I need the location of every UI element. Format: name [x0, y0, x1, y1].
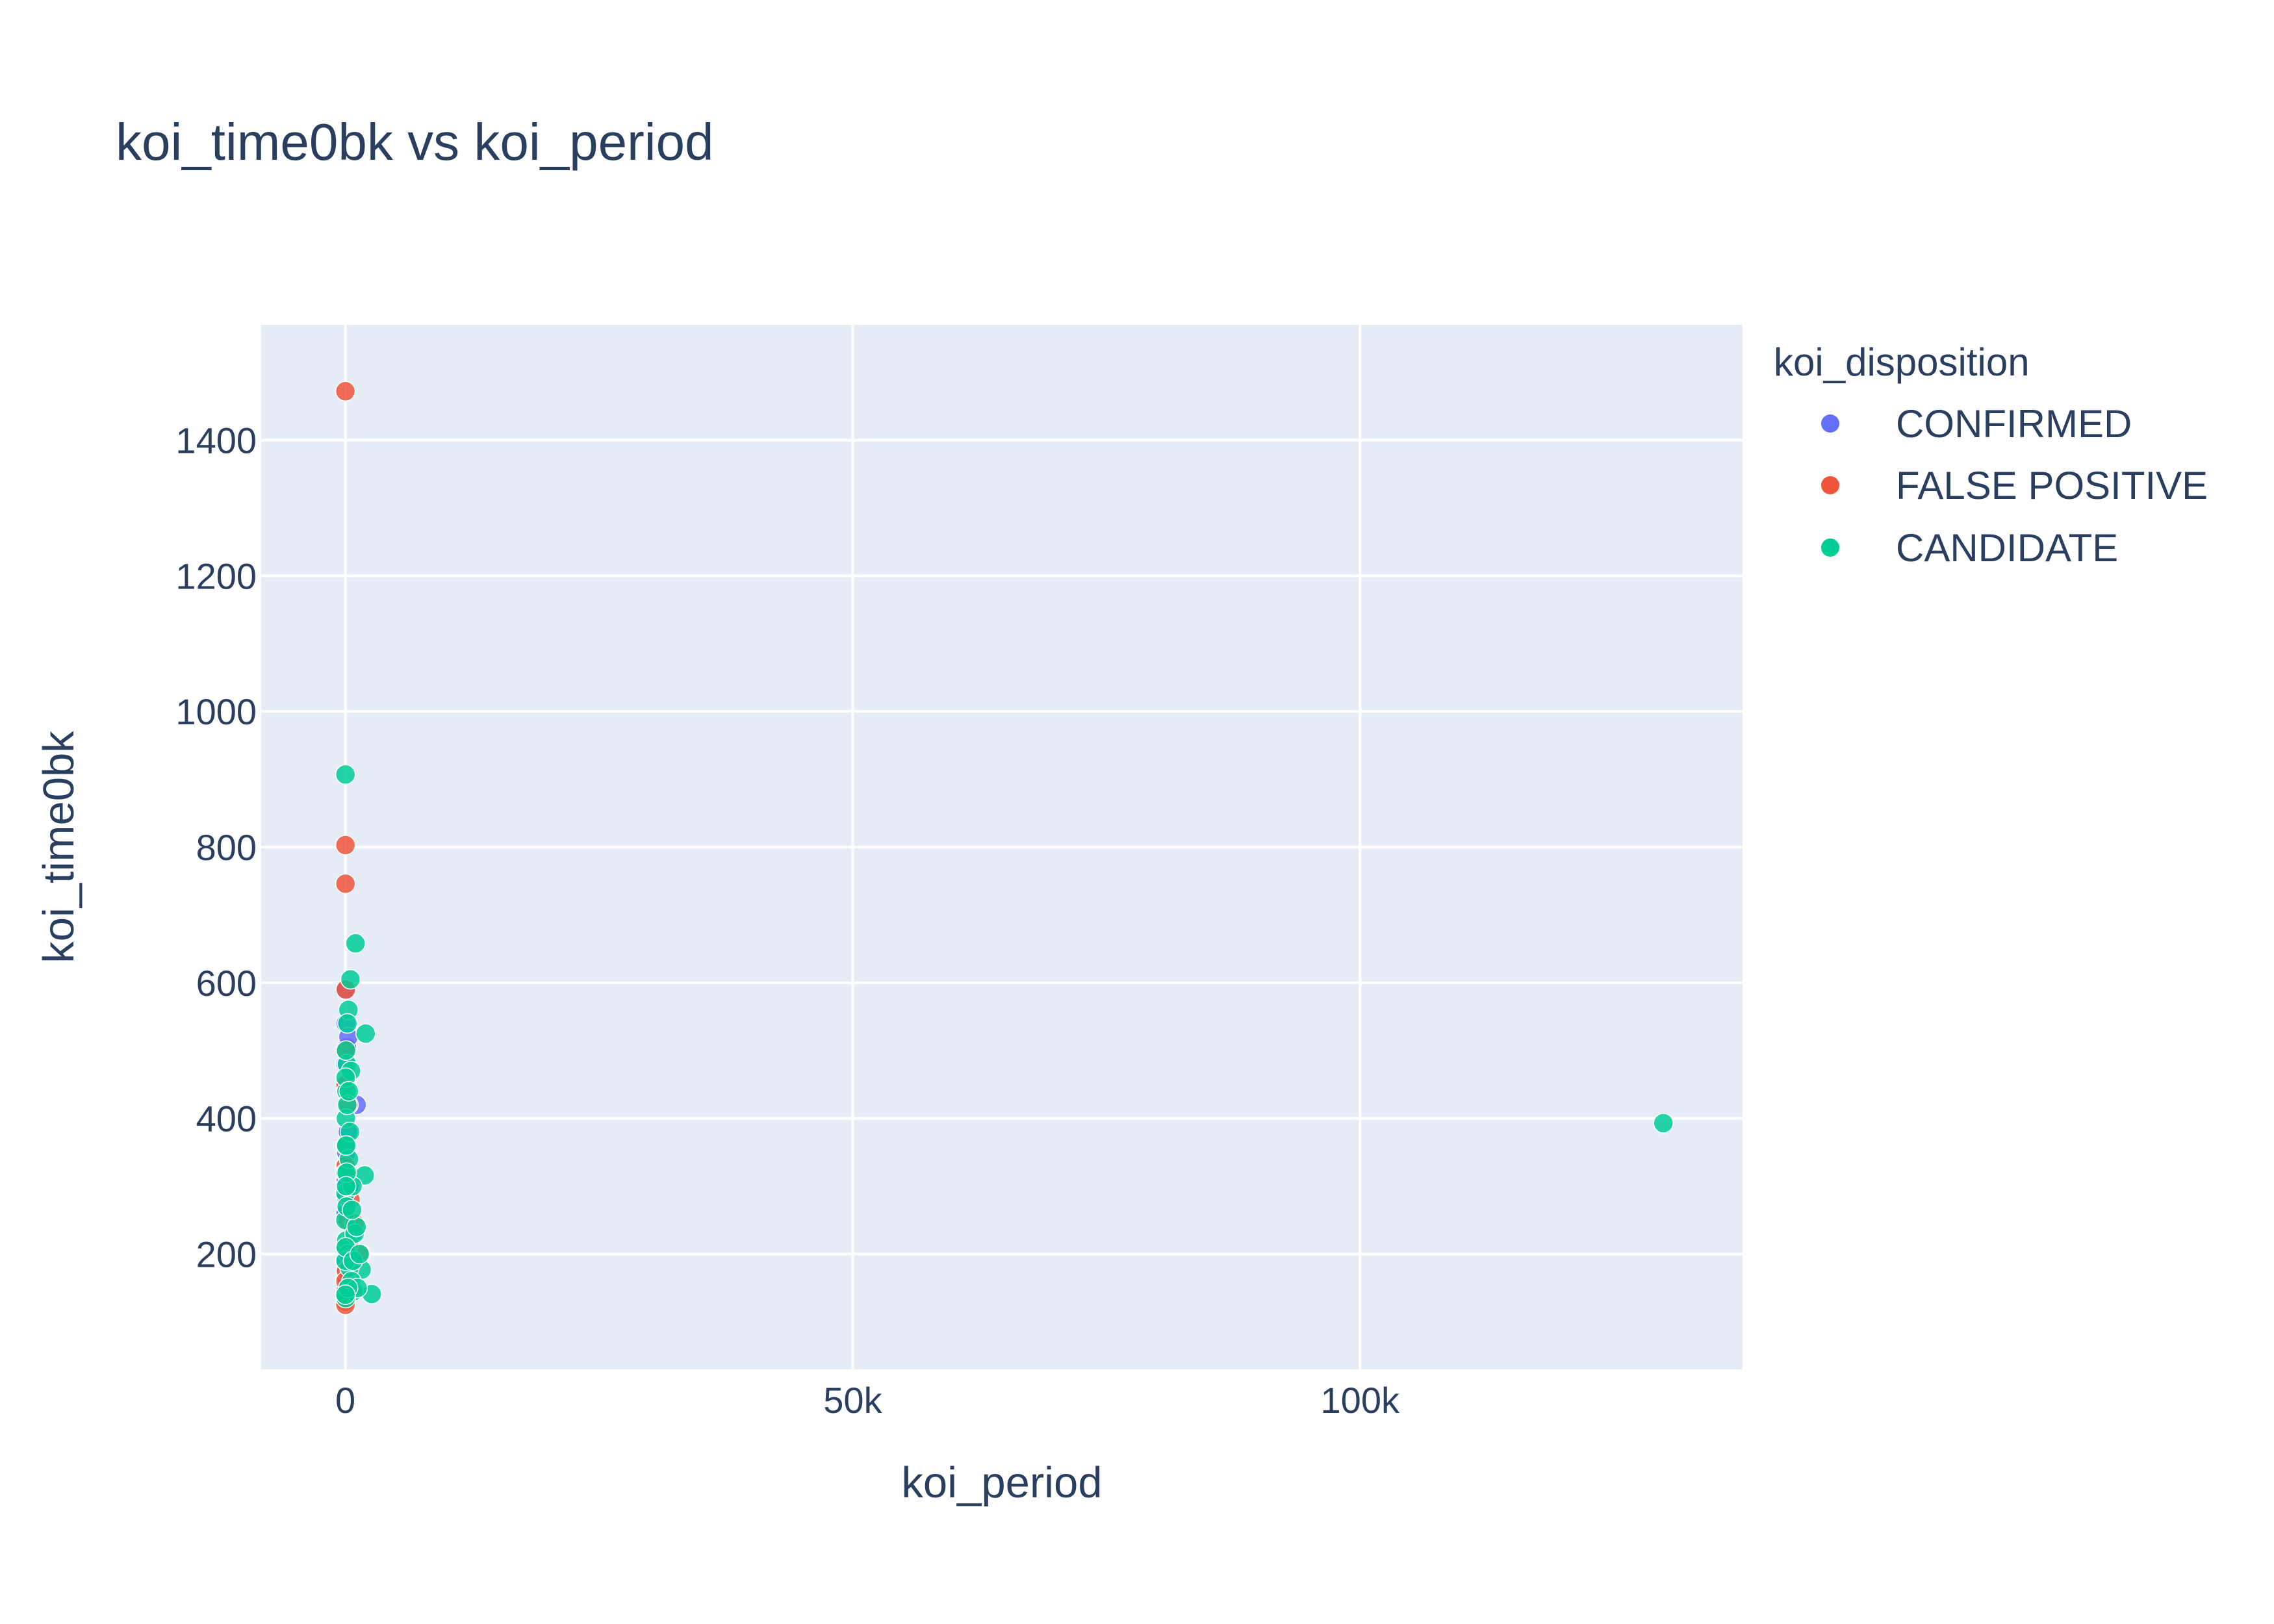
data-point-candidate[interactable]: [339, 1081, 359, 1102]
y-tick-label: 1000: [175, 691, 257, 732]
data-point-candidate[interactable]: [342, 1199, 363, 1221]
legend-label-candidate: CANDIDATE: [1896, 526, 2118, 570]
y-axis-ticks: 200 400 600 800 1000 1200 1400: [175, 420, 257, 1275]
x-tick-label: 0: [335, 1380, 355, 1421]
data-point-candidate[interactable]: [1653, 1113, 1674, 1134]
legend-item-confirmed[interactable]: CONFIRMED: [1821, 402, 2132, 446]
legend-item-false-positive[interactable]: FALSE POSITIVE: [1821, 464, 2208, 507]
chart-title: koi_time0bk vs koi_period: [116, 113, 713, 171]
data-point-candidate[interactable]: [335, 764, 356, 785]
x-tick-label: 50k: [823, 1380, 882, 1421]
x-tick-label: 100k: [1321, 1380, 1400, 1421]
data-point-candidate[interactable]: [355, 1023, 376, 1044]
y-tick-label: 800: [196, 827, 257, 868]
y-tick-label: 600: [196, 963, 257, 1004]
legend-title: koi_disposition: [1774, 340, 2030, 384]
data-point-candidate[interactable]: [335, 1040, 357, 1061]
data-point-candidate[interactable]: [340, 969, 361, 990]
y-tick-label: 200: [196, 1234, 257, 1275]
data-point-false-positive[interactable]: [335, 835, 356, 856]
data-point-false-positive[interactable]: [335, 873, 356, 894]
legend: koi_disposition CONFIRMED FALSE POSITIVE…: [1774, 340, 2208, 570]
data-point-candidate[interactable]: [345, 933, 366, 954]
y-tick-label: 1200: [175, 555, 257, 596]
y-tick-label: 1400: [175, 420, 257, 461]
data-point-candidate[interactable]: [346, 1216, 367, 1237]
x-axis-title: koi_period: [901, 1458, 1102, 1507]
legend-marker-confirmed: [1821, 414, 1839, 433]
legend-item-candidate[interactable]: CANDIDATE: [1821, 526, 2118, 570]
data-points: [335, 381, 1674, 1315]
legend-label-confirmed: CONFIRMED: [1896, 402, 2132, 446]
data-point-candidate[interactable]: [335, 1176, 357, 1197]
y-axis-title: koi_time0bk: [34, 731, 83, 963]
legend-marker-candidate: [1821, 539, 1839, 557]
data-point-candidate[interactable]: [336, 1135, 357, 1156]
series-candidate: [335, 764, 1674, 1309]
x-axis-ticks: 0 50k 100k: [335, 1380, 1400, 1421]
legend-label-false-positive: FALSE POSITIVE: [1896, 464, 2208, 507]
legend-marker-false-positive: [1821, 476, 1839, 494]
data-point-candidate[interactable]: [337, 1013, 358, 1034]
data-point-candidate[interactable]: [349, 1243, 370, 1265]
data-point-false-positive[interactable]: [335, 381, 356, 402]
grid-lines: [261, 325, 1743, 1369]
y-tick-label: 400: [196, 1098, 257, 1139]
data-point-candidate[interactable]: [335, 1284, 356, 1305]
